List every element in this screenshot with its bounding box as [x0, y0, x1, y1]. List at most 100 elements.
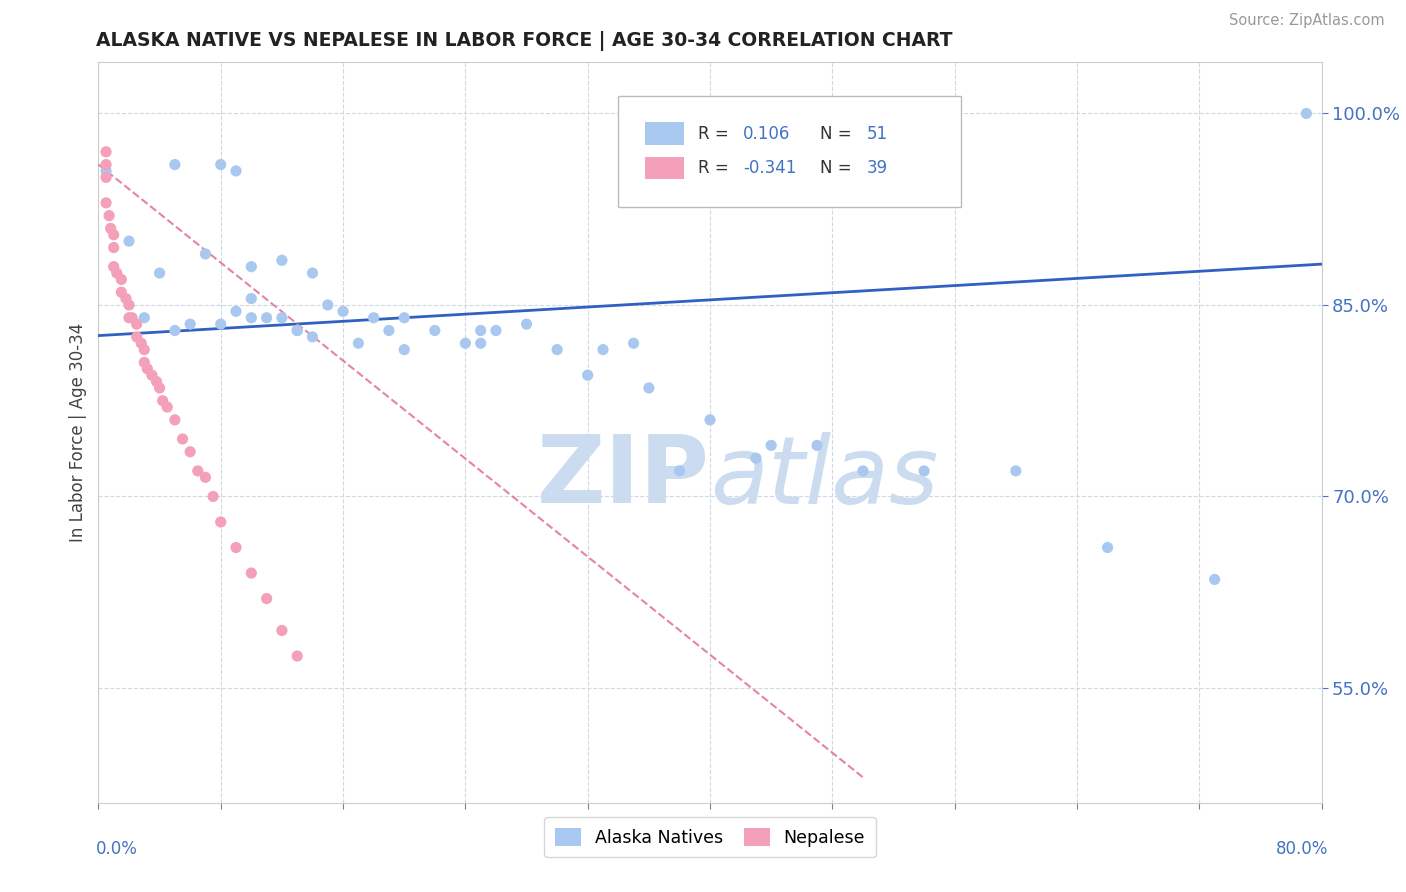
Point	[745, 451, 768, 466]
Text: -0.341: -0.341	[742, 160, 796, 178]
Point	[378, 324, 401, 338]
Y-axis label: In Labor Force | Age 30-34: In Labor Force | Age 30-34	[69, 323, 87, 542]
Point	[806, 438, 828, 452]
Text: ZIP: ZIP	[537, 431, 710, 523]
Point	[285, 324, 308, 338]
Point	[125, 330, 148, 344]
Point	[576, 368, 599, 383]
Point	[209, 515, 232, 529]
Text: Source: ZipAtlas.com: Source: ZipAtlas.com	[1229, 13, 1385, 29]
Bar	[645, 122, 685, 145]
Point	[363, 310, 385, 325]
Point	[105, 266, 128, 280]
Point	[110, 285, 132, 300]
Point	[699, 413, 721, 427]
Point	[94, 195, 117, 210]
Point	[592, 343, 614, 357]
Point	[115, 292, 138, 306]
Point	[134, 355, 156, 369]
Point	[240, 260, 263, 274]
Point	[172, 432, 194, 446]
Point	[546, 343, 568, 357]
Point	[145, 375, 167, 389]
Point	[270, 310, 292, 325]
Point	[225, 541, 247, 555]
Point	[94, 164, 117, 178]
Point	[912, 464, 935, 478]
Point	[118, 310, 141, 325]
Point	[194, 247, 217, 261]
Point	[392, 310, 416, 325]
Point	[225, 164, 247, 178]
Point	[187, 464, 209, 478]
Text: 0.106: 0.106	[742, 125, 790, 143]
Point	[103, 260, 125, 274]
Point	[470, 324, 492, 338]
Point	[347, 336, 370, 351]
Point	[134, 343, 156, 357]
Point	[118, 234, 141, 248]
Text: 51: 51	[866, 125, 887, 143]
Point	[301, 266, 323, 280]
Point	[225, 304, 247, 318]
Point	[240, 566, 263, 580]
Point	[1004, 464, 1026, 478]
Point	[149, 381, 172, 395]
Point	[163, 157, 186, 171]
Point	[759, 438, 782, 452]
Point	[202, 490, 225, 504]
Point	[125, 317, 148, 331]
Point	[256, 591, 278, 606]
Point	[1295, 106, 1317, 120]
Point	[209, 157, 232, 171]
Point	[100, 221, 122, 235]
Point	[103, 227, 125, 242]
Point	[637, 381, 661, 395]
Point	[1204, 573, 1226, 587]
Point	[270, 253, 292, 268]
Text: R =: R =	[697, 125, 734, 143]
Text: R =: R =	[697, 160, 734, 178]
Text: N =: N =	[820, 160, 858, 178]
Point	[94, 145, 117, 159]
Point	[149, 266, 172, 280]
Point	[121, 310, 143, 325]
Point	[852, 464, 875, 478]
Point	[141, 368, 163, 383]
Text: 0.0%: 0.0%	[96, 840, 138, 858]
Legend: Alaska Natives, Nepalese: Alaska Natives, Nepalese	[544, 817, 876, 857]
Point	[152, 393, 174, 408]
Text: 80.0%: 80.0%	[1277, 840, 1329, 858]
Point	[103, 240, 125, 255]
Point	[332, 304, 354, 318]
Point	[392, 343, 416, 357]
Point	[668, 464, 690, 478]
Text: ALASKA NATIVE VS NEPALESE IN LABOR FORCE | AGE 30-34 CORRELATION CHART: ALASKA NATIVE VS NEPALESE IN LABOR FORCE…	[96, 31, 952, 51]
Point	[485, 324, 508, 338]
Point	[179, 444, 201, 458]
Point	[163, 413, 186, 427]
Point	[156, 400, 179, 414]
Text: N =: N =	[820, 125, 858, 143]
Point	[285, 648, 308, 663]
Point	[136, 361, 159, 376]
Point	[470, 336, 492, 351]
Point	[134, 310, 156, 325]
Point	[129, 336, 152, 351]
Point	[240, 292, 263, 306]
Point	[423, 324, 446, 338]
FancyBboxPatch shape	[619, 95, 960, 207]
Point	[194, 470, 217, 484]
Bar	[645, 157, 685, 179]
Point	[179, 317, 201, 331]
Point	[163, 324, 186, 338]
Point	[1097, 541, 1119, 555]
Point	[285, 324, 308, 338]
Point	[98, 209, 121, 223]
Point	[110, 272, 132, 286]
Point	[94, 157, 117, 171]
Text: atlas: atlas	[710, 432, 938, 523]
Point	[256, 310, 278, 325]
Point	[301, 330, 323, 344]
Point	[516, 317, 538, 331]
